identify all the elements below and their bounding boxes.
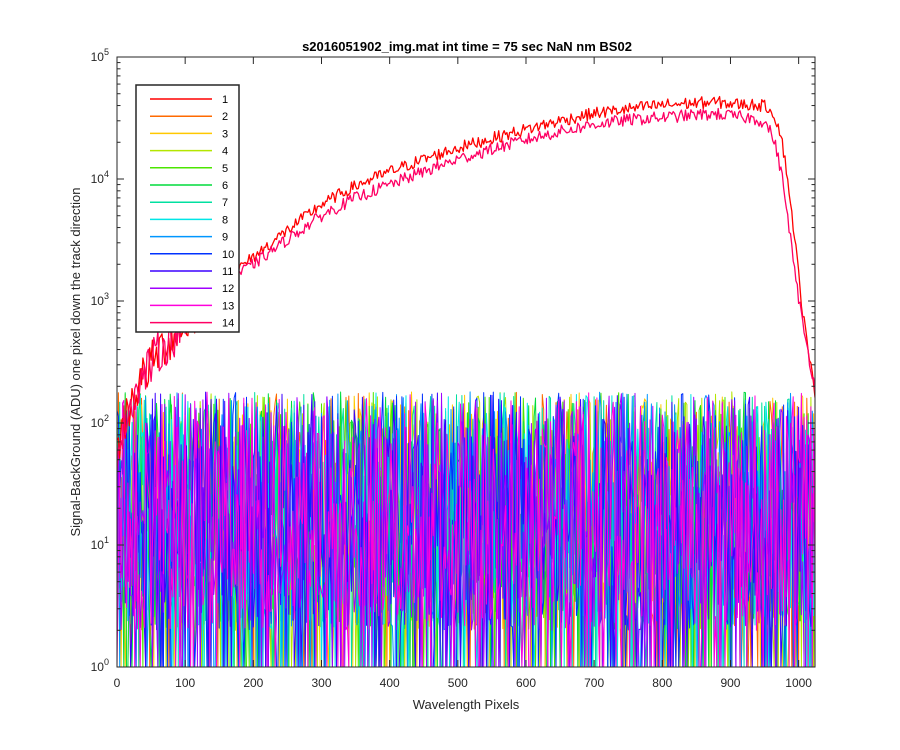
x-tick-label: 600 <box>516 676 536 690</box>
x-tick-label: 100 <box>175 676 195 690</box>
x-tick-label: 300 <box>311 676 331 690</box>
legend-label-11: 11 <box>222 266 233 278</box>
x-tick-label: 500 <box>448 676 468 690</box>
legend-label-12: 12 <box>222 283 234 295</box>
y-tick-label: 100 <box>91 657 109 674</box>
x-tick-label: 400 <box>380 676 400 690</box>
y-tick-label: 104 <box>91 169 109 186</box>
series-line-13 <box>117 391 815 667</box>
legend-label-3: 3 <box>222 128 228 140</box>
y-tick-label: 105 <box>91 47 109 64</box>
legend-label-2: 2 <box>222 111 228 123</box>
legend-box <box>135 84 240 333</box>
x-tick-label: 0 <box>114 676 121 690</box>
x-axis: 0 100 200 300 400 500 600 700 800 900 1000 <box>114 57 812 690</box>
legend-label-9: 9 <box>222 232 228 244</box>
x-axis-label: Wavelength Pixels <box>413 697 520 712</box>
x-tick-label: 900 <box>720 676 740 690</box>
legend-label-14: 14 <box>222 318 234 330</box>
x-tick-label: 1000 <box>785 676 812 690</box>
x-tick-label: 200 <box>243 676 263 690</box>
legend-label-4: 4 <box>222 146 228 158</box>
series-line-12 <box>117 392 815 667</box>
legend-label-13: 13 <box>222 300 234 312</box>
y-tick-label: 102 <box>91 413 109 430</box>
legend-label-8: 8 <box>222 214 228 226</box>
y-tick-label: 103 <box>91 291 109 308</box>
x-tick-label: 800 <box>652 676 672 690</box>
plot-lines <box>117 95 815 667</box>
legend-label-5: 5 <box>222 163 228 175</box>
plot-frame <box>116 56 816 668</box>
x-tick-label: 700 <box>584 676 604 690</box>
y-tick-label: 101 <box>91 535 109 552</box>
chart-title: s2016051902_img.mat int time = 75 sec Na… <box>302 39 632 54</box>
legend-label-10: 10 <box>222 249 234 261</box>
legend-label-7: 7 <box>222 197 228 209</box>
legend-label-6: 6 <box>222 180 228 192</box>
legend-label-1: 1 <box>222 94 228 106</box>
y-axis-label: Signal-BackGround (ADU) one pixel down t… <box>68 187 83 536</box>
